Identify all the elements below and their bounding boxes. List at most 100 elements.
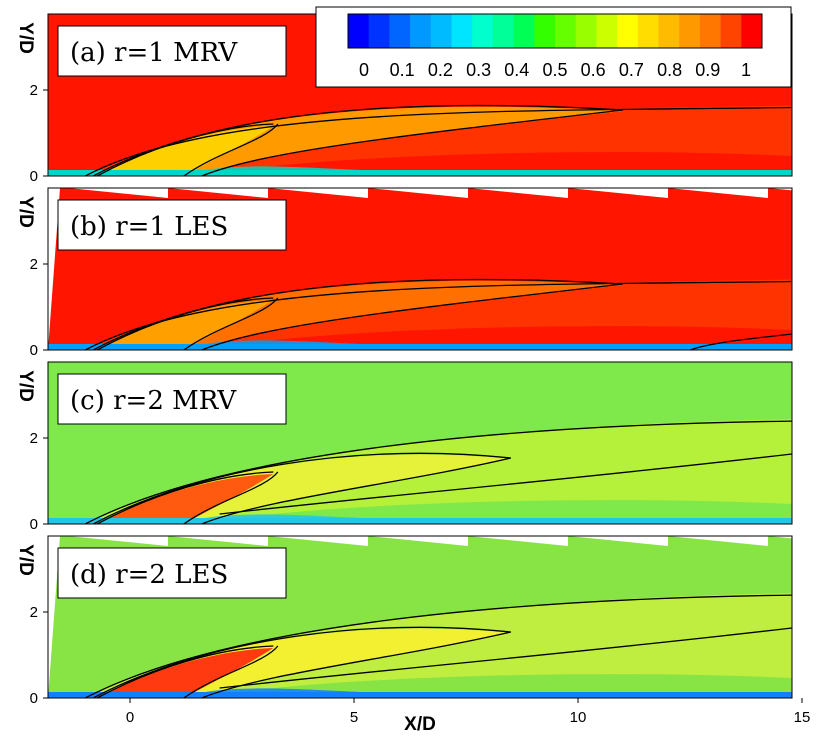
colorbar-outline [347, 13, 763, 49]
jet-region [97, 648, 274, 698]
masked-left [48, 188, 60, 350]
y-tick-label: 2 [30, 430, 38, 447]
colorbar-swatch [534, 14, 556, 48]
colorbar-swatch [555, 14, 577, 48]
masked-left [48, 536, 60, 698]
contour-field-4 [48, 536, 792, 698]
colorbar-tick-label: 0 [359, 60, 369, 80]
colorbar-swatch [451, 14, 473, 48]
contour-field-3 [48, 362, 792, 524]
colorbar-swatch [575, 14, 597, 48]
core-region [95, 106, 623, 176]
panel-label: (b) r=1 LES [70, 212, 228, 242]
label-background [57, 199, 287, 251]
colorbar-swatch [658, 14, 680, 48]
colorbar-swatch [430, 14, 452, 48]
colorbar-swatch [348, 14, 370, 48]
panel-frame [47, 187, 793, 351]
panel-label-box: (d) r=2 LES [57, 547, 287, 599]
colorbar-swatch [472, 14, 494, 48]
panel-label: (d) r=2 LES [70, 560, 228, 590]
contour-line-2 [92, 104, 623, 176]
wall-layer [48, 692, 792, 698]
colorbar-swatch [596, 14, 618, 48]
y-tick-label: 2 [30, 82, 38, 99]
contour-line-1 [84, 420, 792, 524]
y-tick-label: 0 [30, 516, 38, 533]
contour-line-5 [201, 631, 511, 698]
panel-frame [47, 361, 793, 525]
panel-label-box: (a) r=1 MRV [57, 25, 287, 77]
contour-line-5 [201, 457, 511, 524]
panel-2: 0 2 Y/D (b) r=1 LES [15, 187, 793, 359]
panel-3: 0 2 Y/D (c) r=2 MRV [15, 361, 793, 533]
colorbar-swatch [368, 14, 390, 48]
panels-group: 0 2 Y/D (a) r=1 MRV 0 2 Y/D (b) r=1 LES 0 2 Y/D (c)… [15, 13, 793, 707]
x-tick-labels: 0 5 10 15 [126, 698, 811, 726]
contour-line-5 [201, 109, 623, 176]
colorbar-tick-label: 0.3 [466, 60, 491, 80]
y-tick-label: 0 [30, 168, 38, 185]
contour-line-2 [92, 452, 511, 524]
contour-line-2 [92, 626, 511, 698]
x-tick-label: 10 [570, 709, 587, 726]
y-axis-label: Y/D [15, 196, 36, 228]
colorbar-swatch [741, 14, 763, 48]
colorbar-swatches [347, 13, 763, 49]
masked-top [68, 188, 792, 198]
colorbar-tick-label: 0.4 [504, 60, 529, 80]
contour-line-6 [219, 627, 792, 689]
x-tick-label: 0 [126, 709, 134, 726]
panel-label: (c) r=2 MRV [70, 386, 237, 416]
contour-field-2 [48, 188, 792, 350]
y-tick-label: 2 [30, 604, 38, 621]
x-tick-label: 5 [350, 709, 358, 726]
colorbar-swatch [720, 14, 742, 48]
colorbar-tick-label: 0.2 [428, 60, 453, 80]
colorbar-swatch [513, 14, 535, 48]
contour-line-1 [84, 594, 792, 698]
y-axis-label: Y/D [15, 544, 36, 576]
colorbar-tick-label: 0.9 [695, 60, 720, 80]
wall-layer [48, 344, 792, 350]
colorbar-swatch [410, 14, 432, 48]
y-axis-label: Y/D [15, 370, 36, 402]
contour-line-6 [689, 333, 792, 350]
jet-region [97, 126, 274, 176]
contour-line-3 [96, 297, 274, 350]
colorbar-swatch [492, 14, 515, 48]
wall-wake [183, 514, 399, 524]
colorbar-tick-label: 0.7 [619, 60, 644, 80]
colorbar-tick-label: 0.5 [542, 60, 567, 80]
colorbar-tick-label: 0.8 [657, 60, 682, 80]
y-axis-label: Y/D [15, 22, 36, 54]
panel-label-box: (c) r=2 MRV [57, 373, 287, 425]
label-background [57, 547, 287, 599]
y-tick-label: 0 [30, 690, 38, 707]
colorbar-tick-label: 0.1 [390, 60, 415, 80]
contour-line-5 [201, 283, 623, 350]
panel-frame [47, 535, 793, 699]
contour-line-3 [96, 645, 274, 698]
y-tick-label: 0 [30, 342, 38, 359]
colorbar-tick-label: 0.6 [581, 60, 606, 80]
core-region [95, 280, 623, 350]
colorbar-ticks: 0 0.1 0.2 0.3 0.4 0.5 0.6 0.7 0.8 0.9 1 [359, 60, 751, 80]
contour-line-6 [219, 453, 792, 515]
colorbar-swatch [389, 14, 411, 48]
colorbar-tick-label: 1 [741, 60, 751, 80]
contour-line-4 [183, 123, 279, 176]
x-tick-label: 15 [794, 709, 811, 726]
contour-line-3 [96, 471, 274, 524]
colorbar-swatch [637, 14, 659, 48]
x-axis-label: X/D [404, 714, 436, 735]
label-background [57, 373, 287, 425]
masked-top [68, 536, 792, 546]
panel-4: 0 2 Y/D (d) r=2 LES [15, 535, 793, 707]
jet-region [97, 474, 274, 524]
label-background [57, 25, 287, 77]
colorbar-swatch [699, 14, 722, 48]
jet-region [97, 300, 274, 350]
wall-wake [183, 340, 399, 350]
